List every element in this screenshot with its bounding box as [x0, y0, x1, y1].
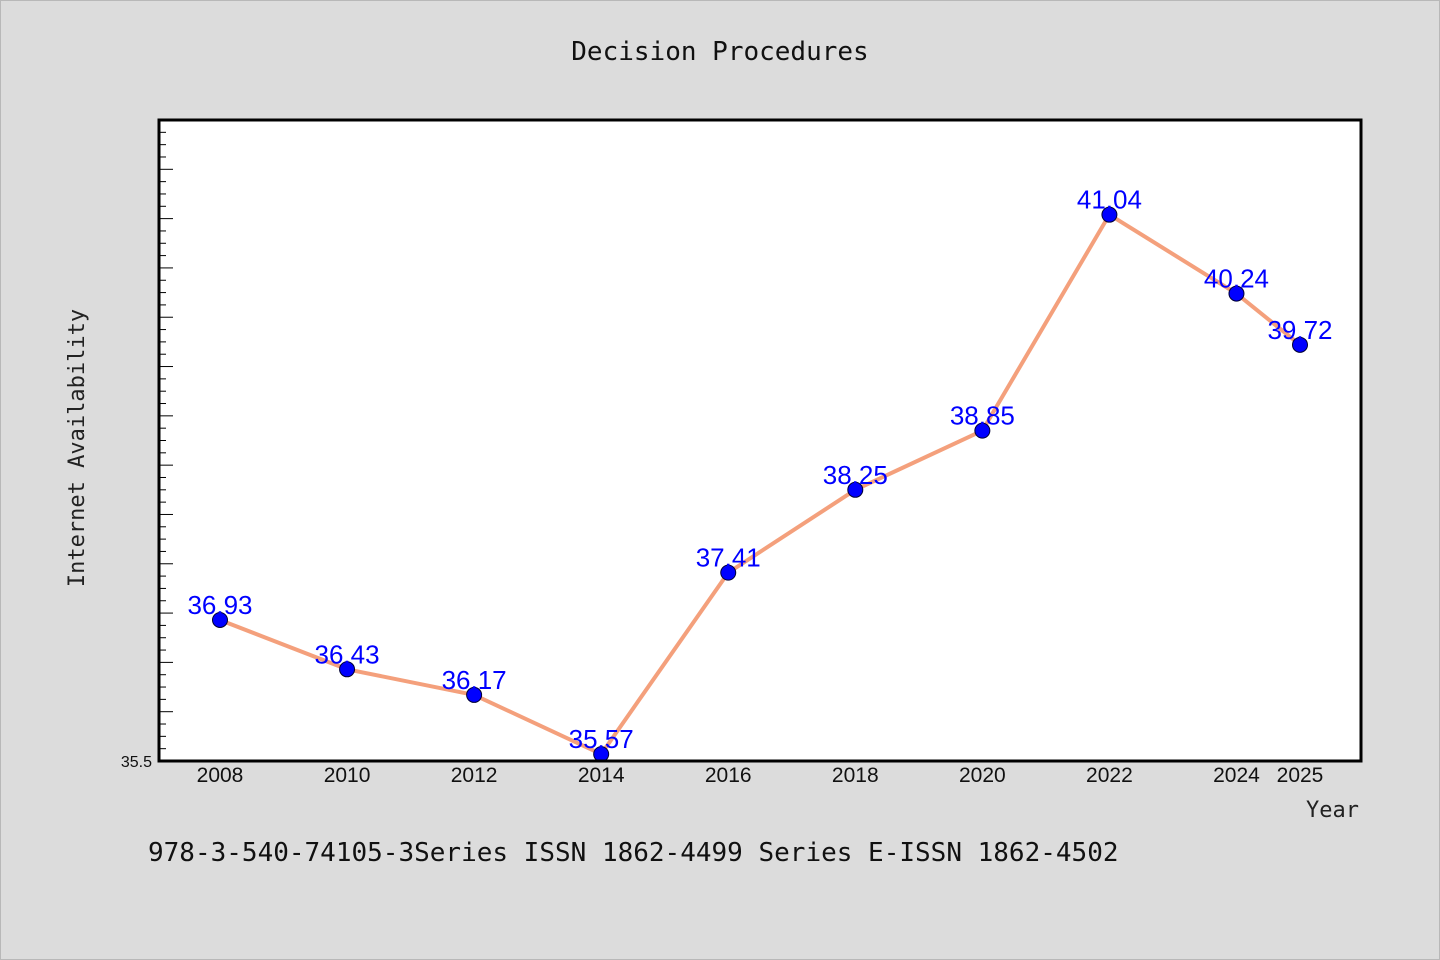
x-tick-label: 2022 — [1086, 764, 1133, 787]
plot-area — [159, 120, 1361, 761]
data-point — [974, 422, 991, 439]
x-tick-label: 2014 — [578, 764, 625, 787]
x-tick-label: 2018 — [832, 764, 879, 787]
series-line — [218, 212, 1302, 757]
data-label: 36.17 — [442, 665, 507, 695]
data-point — [720, 564, 737, 581]
x-tick-label: 2010 — [324, 764, 371, 787]
x-tick-label: 2020 — [959, 764, 1006, 787]
y-axis-label: Internet Availability — [65, 309, 90, 587]
data-label: 39.72 — [1267, 315, 1332, 345]
x-axis-ticks: 2008 2010 2012 2014 2016 2018 2020 2022 2024 2025 — [197, 764, 1324, 787]
y-tick-label: 35.5 — [121, 754, 152, 771]
data-label: 35.57 — [569, 724, 634, 754]
x-tick-label: 2024 — [1213, 764, 1260, 787]
data-point — [339, 661, 356, 678]
plot-border — [157, 118, 1363, 763]
data-point — [847, 481, 864, 498]
x-axis-label: Year — [1306, 798, 1359, 823]
data-point — [1292, 336, 1308, 353]
x-tick-label: 2025 — [1277, 764, 1324, 787]
chart-title: Decision Procedures — [571, 37, 868, 67]
data-markers — [212, 206, 1308, 763]
data-labels: 36.93 36.43 36.17 35.57 37.41 38.25 38.85 41.04… — [187, 185, 1332, 754]
x-tick-label: 2016 — [705, 764, 752, 787]
data-point — [1228, 285, 1245, 302]
data-label: 36.93 — [187, 590, 252, 620]
data-label: 38.85 — [950, 401, 1015, 431]
x-tick-label: 2012 — [451, 764, 498, 787]
footer-text: 978-3-540-74105-3Series ISSN 1862-4499 S… — [148, 838, 1119, 868]
data-point — [212, 611, 228, 628]
data-point — [466, 686, 483, 703]
x-tick-label: 2008 — [197, 764, 244, 787]
data-label: 36.43 — [315, 639, 380, 669]
data-label: 41.04 — [1077, 185, 1142, 215]
data-point — [1101, 206, 1118, 223]
data-label: 37.41 — [696, 543, 761, 573]
data-label: 40.24 — [1204, 264, 1269, 294]
data-label: 38.25 — [823, 460, 888, 490]
